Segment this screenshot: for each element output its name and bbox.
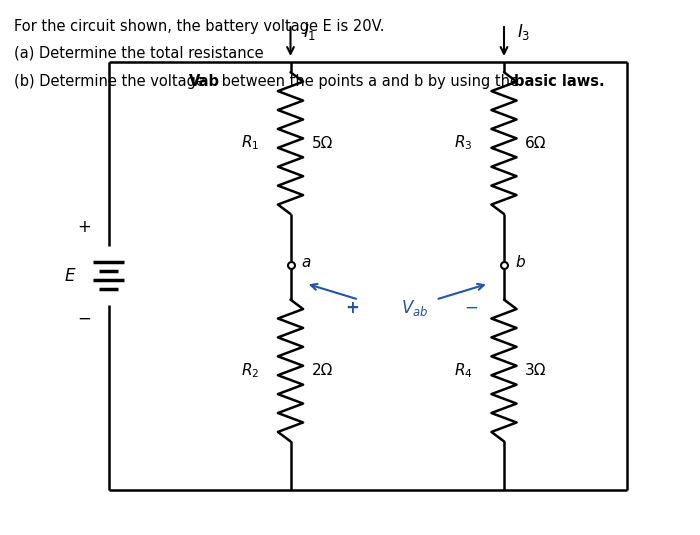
Text: $R_2$: $R_2$ xyxy=(241,361,259,380)
Text: $I_1$: $I_1$ xyxy=(303,22,316,42)
Text: 6Ω: 6Ω xyxy=(525,135,547,151)
Text: $R_3$: $R_3$ xyxy=(454,134,472,152)
Text: 3Ω: 3Ω xyxy=(525,363,547,378)
Text: between the points a and b by using the: between the points a and b by using the xyxy=(217,74,524,89)
Text: (b) Determine the voltage: (b) Determine the voltage xyxy=(14,74,209,89)
Text: basic laws.: basic laws. xyxy=(514,74,604,89)
Text: $I_3$: $I_3$ xyxy=(517,22,530,42)
Text: −: − xyxy=(464,299,477,317)
Text: $V_{ab}$: $V_{ab}$ xyxy=(400,297,428,318)
Text: −: − xyxy=(77,309,91,327)
Text: a: a xyxy=(302,255,311,270)
Text: $R_1$: $R_1$ xyxy=(241,134,259,152)
Text: (a) Determine the total resistance: (a) Determine the total resistance xyxy=(14,45,264,60)
Text: For the circuit shown, the battery voltage E is 20V.: For the circuit shown, the battery volta… xyxy=(14,19,384,34)
Text: +: + xyxy=(77,218,91,236)
Text: b: b xyxy=(515,255,525,270)
Text: Vab: Vab xyxy=(189,74,220,89)
Text: 5Ω: 5Ω xyxy=(312,135,333,151)
Text: $R_4$: $R_4$ xyxy=(454,361,473,380)
Text: +: + xyxy=(345,299,358,317)
Text: 2Ω: 2Ω xyxy=(312,363,333,378)
Text: E: E xyxy=(64,266,76,285)
